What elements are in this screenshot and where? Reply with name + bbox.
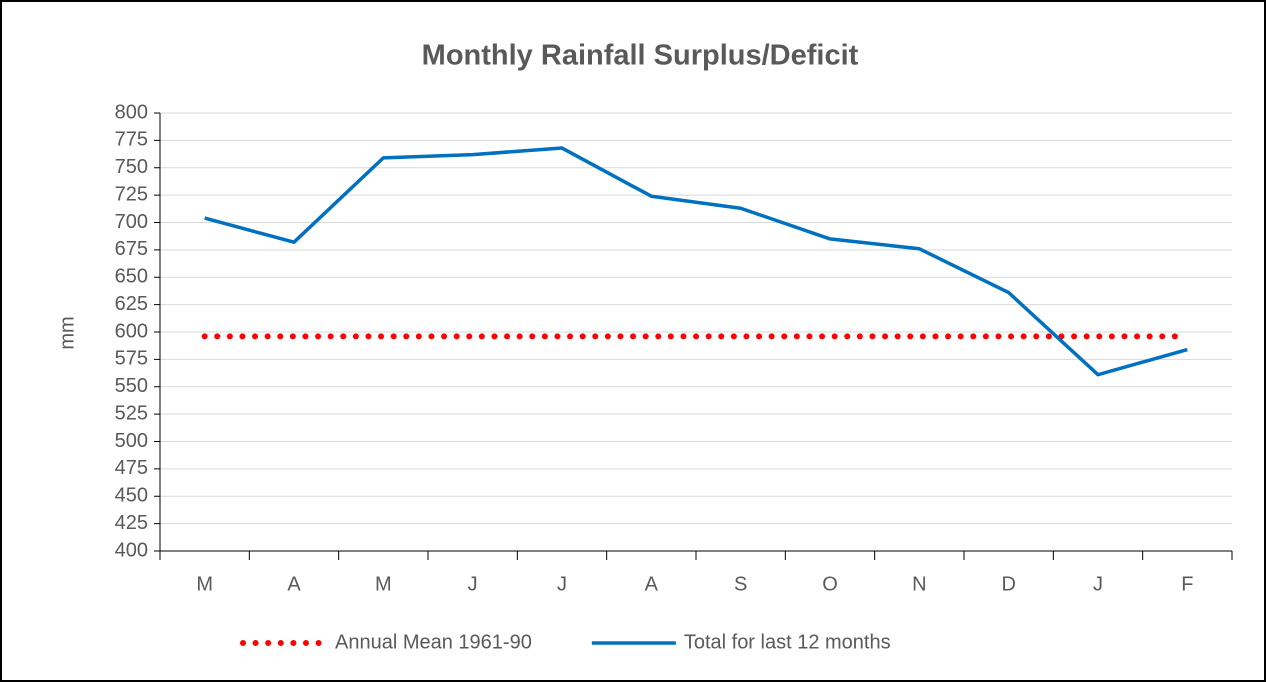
x-tick-label: F: [1181, 573, 1193, 595]
y-tick-label: 650: [115, 266, 148, 288]
y-tick-label: 550: [115, 375, 148, 397]
y-axis-label: mm: [56, 316, 78, 349]
y-tick-label: 600: [115, 320, 148, 342]
y-tick-label: 675: [115, 238, 148, 260]
x-tick-label: J: [557, 573, 567, 595]
legend-label: Total for last 12 months: [684, 631, 891, 653]
series-line: [204, 146, 1188, 377]
y-tick-label: 775: [115, 129, 148, 151]
y-tick-label: 800: [115, 101, 148, 123]
x-tick-label: D: [1001, 573, 1015, 595]
legend-label: Annual Mean 1961-90: [335, 631, 532, 653]
x-tick-label: M: [196, 573, 213, 595]
x-tick-label: N: [912, 573, 926, 595]
y-tick-label: 700: [115, 211, 148, 233]
x-tick-label: S: [734, 573, 747, 595]
y-tick-label: 500: [115, 430, 148, 452]
y-tick-label: 475: [115, 457, 148, 479]
chart-title: Monthly Rainfall Surplus/Deficit: [422, 40, 859, 72]
x-tick-label: J: [1093, 573, 1103, 595]
y-tick-label: 425: [115, 512, 148, 534]
x-tick-label: M: [375, 573, 392, 595]
x-tick-label: A: [287, 573, 301, 595]
y-tick-label: 750: [115, 156, 148, 178]
x-tick-label: J: [468, 573, 478, 595]
x-tick-label: O: [822, 573, 838, 595]
y-tick-label: 525: [115, 402, 148, 424]
y-tick-label: 625: [115, 293, 148, 315]
y-tick-label: 400: [115, 539, 148, 561]
y-tick-label: 575: [115, 348, 148, 370]
y-tick-label: 450: [115, 485, 148, 507]
x-tick-label: A: [645, 573, 659, 595]
y-tick-label: 725: [115, 183, 148, 205]
